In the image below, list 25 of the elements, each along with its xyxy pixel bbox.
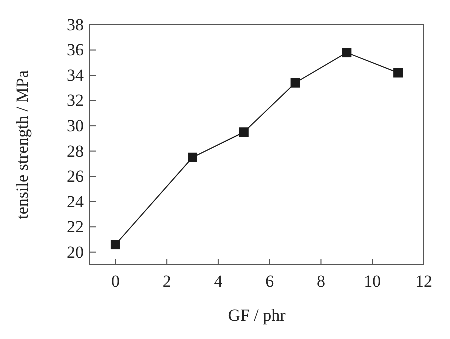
- x-axis-title: GF / phr: [228, 306, 286, 325]
- y-tick-label: 26: [67, 167, 84, 186]
- y-tick-label: 32: [67, 91, 84, 110]
- x-tick-label: 4: [214, 272, 224, 292]
- y-tick-label: 28: [67, 142, 84, 161]
- x-tick-label: 6: [266, 272, 274, 292]
- point: [394, 68, 404, 78]
- y-axis-title: tensile strength / MPa: [13, 70, 32, 220]
- point: [342, 48, 352, 58]
- x-tick-label: 2: [162, 272, 172, 292]
- x-tick-label: 10: [364, 272, 382, 292]
- point: [239, 128, 249, 138]
- y-tick-label: 24: [67, 192, 84, 212]
- x-tick-label: 0: [111, 272, 120, 292]
- x-tick-label: 8: [316, 272, 326, 292]
- y-tick-label: 34: [67, 66, 84, 85]
- point: [110, 240, 120, 250]
- y-tick-label: 30: [67, 116, 84, 136]
- y-tick-label: 20: [67, 242, 84, 262]
- y-tick-label: 36: [67, 40, 84, 60]
- point: [290, 78, 300, 88]
- point: [188, 152, 198, 162]
- y-tick-label: 22: [67, 218, 84, 237]
- x-tick-label: 12: [416, 272, 432, 292]
- y-tick-label: 38: [67, 15, 84, 34]
